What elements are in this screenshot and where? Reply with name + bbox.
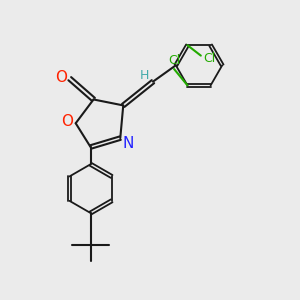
Text: Cl: Cl: [168, 54, 180, 67]
Text: Cl: Cl: [204, 52, 216, 65]
Text: N: N: [122, 136, 134, 151]
Text: O: O: [56, 70, 68, 85]
Text: H: H: [140, 69, 149, 82]
Text: O: O: [61, 114, 74, 129]
